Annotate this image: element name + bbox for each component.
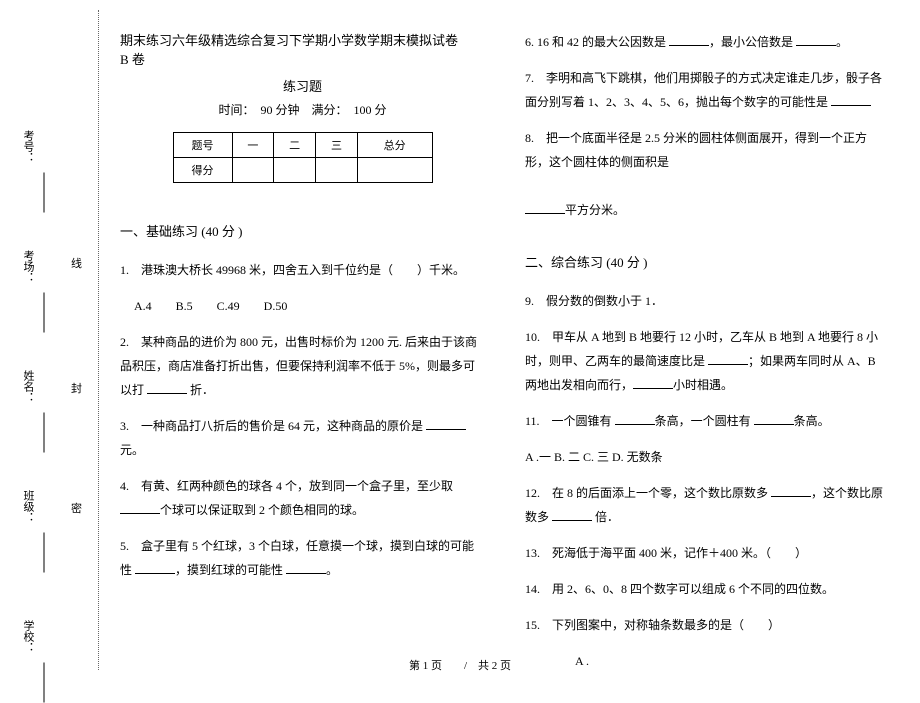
question-9: 9. 假分数的倒数小于 1．: [525, 289, 890, 313]
blank: [669, 33, 709, 46]
question-6: 6. 16 和 42 的最大公因数是 ，最小公倍数是 。: [525, 30, 890, 54]
blank: [615, 412, 655, 425]
paper-timing: 时间： 90 分钟 满分： 100 分: [120, 101, 485, 118]
q2-text-b: 折．: [187, 383, 214, 397]
q10-text-c: 小时相遇。: [673, 378, 733, 392]
table-row: 得分: [173, 158, 432, 183]
blank: [552, 508, 592, 521]
q11-text-a: 11. 一个圆锥有: [525, 414, 615, 428]
q7-text: 7. 李明和高飞下跳棋，他们用掷骰子的方式决定谁走几步，骰子各面分别写着 1、2…: [525, 71, 882, 109]
column-left: 期末练习六年级精选综合复习下学期小学数学期末模拟试卷 B 卷 练习题 时间： 9…: [120, 30, 485, 651]
q6-text-b: ，最小公倍数是: [709, 35, 796, 49]
q4-text-b: 个球可以保证取到 2 个颜色相同的球。: [160, 503, 364, 517]
td-label: 得分: [173, 158, 232, 183]
td-1: [232, 158, 274, 183]
q5-text-b: ，摸到红球的可能性: [175, 563, 286, 577]
section-2: 二、综合练习 (40 分 ): [525, 252, 890, 271]
q4-text-a: 4. 有黄、红两种颜色的球各 4 个，放到同一个盒子里，至少取: [120, 479, 453, 493]
th-3: 三: [316, 133, 358, 158]
q8-text-b: 平方分米。: [565, 203, 625, 217]
score-table: 题号 一 二 三 总分 得分: [173, 132, 433, 183]
label-exam-id: 考号：: [20, 130, 36, 163]
q12-text-c: 倍．: [592, 510, 619, 524]
question-3: 3. 一种商品打八折后的售价是 64 元，这种商品的原价是 元。: [120, 414, 485, 462]
q5-text-c: 。: [326, 563, 338, 577]
td-total: [357, 158, 432, 183]
blank: [754, 412, 794, 425]
marker-feng: 封: [71, 380, 82, 396]
question-5: 5. 盒子里有 5 个红球，3 个白球，任意摸一个球，摸到白球的可能性 ，摸到红…: [120, 534, 485, 582]
paper-subtitle: 练习题: [120, 76, 485, 95]
blank: [147, 381, 187, 394]
section-1: 一、基础练习 (40 分 ): [120, 221, 485, 240]
question-1-options: A.4 B.5 C.49 D.50: [134, 294, 485, 318]
question-4: 4. 有黄、红两种颜色的球各 4 个，放到同一个盒子里，至少取 个球可以保证取到…: [120, 474, 485, 522]
question-8: 8. 把一个底面半径是 2.5 分米的圆柱体侧面展开，得到一个正方形，这个圆柱体…: [525, 126, 890, 222]
label-class: 班级：: [20, 490, 36, 523]
question-13: 13. 死海低于海平面 400 米，记作＋400 米。（ ）: [525, 541, 890, 565]
q11-text-b: 条高，一个圆柱有: [655, 414, 754, 428]
question-2: 2. 某种商品的进价为 800 元，出售时标价为 1200 元. 后来由于该商品…: [120, 330, 485, 402]
underline-room: [44, 293, 45, 333]
question-1: 1. 港珠澳大桥长 49968 米，四舍五入到千位约是（ ）千米。: [120, 258, 485, 282]
label-name: 姓名：: [20, 370, 36, 403]
paper-title: 期末练习六年级精选综合复习下学期小学数学期末模拟试卷 B 卷: [120, 30, 485, 68]
q8-text: 8. 把一个底面半径是 2.5 分米的圆柱体侧面展开，得到一个正方形，这个圆柱体…: [525, 131, 867, 169]
th-label: 题号: [173, 133, 232, 158]
blank: [771, 484, 811, 497]
th-total: 总分: [357, 133, 432, 158]
blank: [831, 93, 871, 106]
q3-text-b: 元。: [120, 443, 144, 457]
page: 考号： 考场： 姓名： 班级： 学校： 线 封 密 期末练习六年级精选综合复习下…: [0, 0, 920, 681]
marker-xian: 线: [71, 255, 82, 271]
q6-text-c: 。: [836, 35, 848, 49]
binding-dotted-line: [98, 10, 100, 670]
q6-text-a: 6. 16 和 42 的最大公因数是: [525, 35, 669, 49]
th-2: 二: [274, 133, 316, 158]
content-columns: 期末练习六年级精选综合复习下学期小学数学期末模拟试卷 B 卷 练习题 时间： 9…: [120, 30, 890, 651]
label-room: 考场：: [20, 250, 36, 283]
column-right: 6. 16 和 42 的最大公因数是 ，最小公倍数是 。 7. 李明和高飞下跳棋…: [525, 30, 890, 651]
blank: [135, 561, 175, 574]
blank: [426, 417, 466, 430]
underline-class: [44, 533, 45, 573]
blank: [286, 561, 326, 574]
label-school: 学校：: [20, 620, 36, 653]
marker-mi: 密: [71, 500, 82, 516]
question-7: 7. 李明和高飞下跳棋，他们用掷骰子的方式决定谁走几步，骰子各面分别写着 1、2…: [525, 66, 890, 114]
page-footer: 第 1 页 / 共 2 页: [0, 657, 920, 673]
blank: [120, 501, 160, 514]
blank: [633, 376, 673, 389]
underline-name: [44, 413, 45, 453]
question-12: 12. 在 8 的后面添上一个零，这个数比原数多 ，这个数比原数多 倍．: [525, 481, 890, 529]
question-11: 11. 一个圆锥有 条高，一个圆柱有 条高。: [525, 409, 890, 433]
td-2: [274, 158, 316, 183]
question-14: 14. 用 2、6、0、8 四个数字可以组成 6 个不同的四位数。: [525, 577, 890, 601]
blank: [525, 201, 565, 214]
q12-text-a: 12. 在 8 的后面添上一个零，这个数比原数多: [525, 486, 771, 500]
underline-exam-id: [44, 173, 45, 213]
q3-text-a: 3. 一种商品打八折后的售价是 64 元，这种商品的原价是: [120, 419, 426, 433]
question-11-options: A .一 B. 二 C. 三 D. 无数条: [525, 445, 890, 469]
blank: [796, 33, 836, 46]
question-10: 10. 甲车从 A 地到 B 地要行 12 小时，乙车从 B 地到 A 地要行 …: [525, 325, 890, 397]
binding-margin: 考号： 考场： 姓名： 班级： 学校： 线 封 密: [0, 0, 110, 681]
table-row: 题号 一 二 三 总分: [173, 133, 432, 158]
blank: [708, 352, 748, 365]
td-3: [316, 158, 358, 183]
q11-text-c: 条高。: [794, 414, 830, 428]
question-15: 15. 下列图案中，对称轴条数最多的是（ ）: [525, 613, 890, 637]
th-1: 一: [232, 133, 274, 158]
